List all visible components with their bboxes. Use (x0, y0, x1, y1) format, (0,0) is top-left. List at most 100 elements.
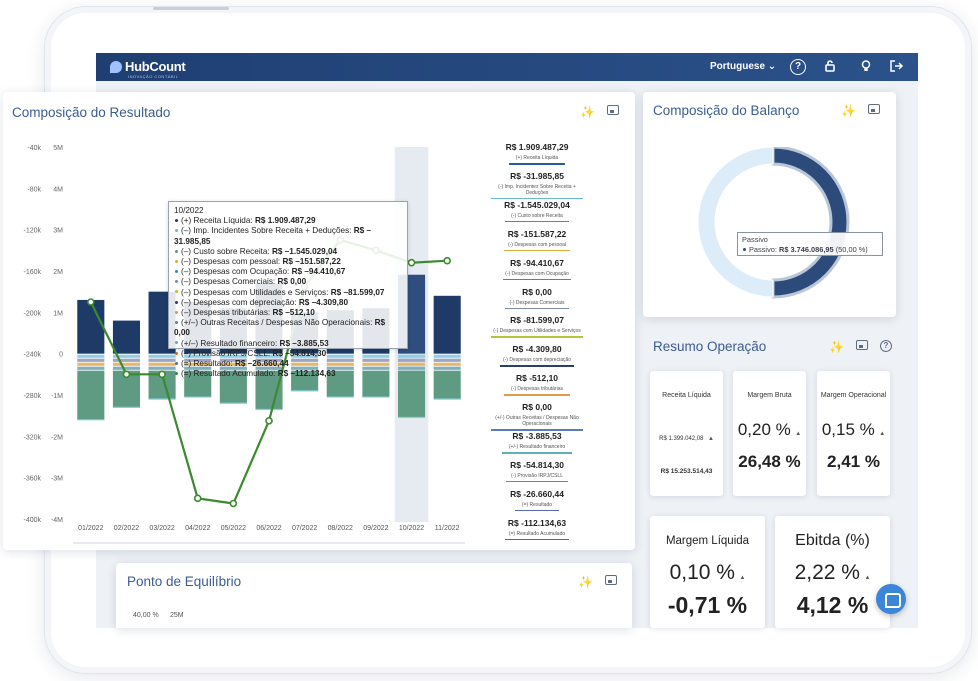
help-icon[interactable]: ? (879, 340, 892, 352)
donut-slice-ativo[interactable] (697, 147, 774, 298)
legend-item[interactable]: R$ 0,00 (+/-) Outras Receitas / Despesas … (491, 402, 583, 431)
y-left-tick: -200k (23, 310, 41, 317)
bullet-icon (175, 270, 178, 274)
sparkle-chart-icon[interactable]: ✨ (578, 575, 593, 589)
bar-band (112, 358, 140, 362)
tooltip-header: 10/2022 (174, 206, 204, 215)
legend-item[interactable]: R$ -151.587,22 (-) Despesas com pessoal (491, 229, 583, 252)
image-icon[interactable] (855, 340, 868, 350)
kpi-margem-liquida[interactable]: Margem Líquida 0,10 % ▲ -0,71 % (650, 516, 765, 628)
tooltip-label: (–) Despesas com depreciação: (181, 297, 299, 307)
x-tick-label: 01/2022 (78, 525, 103, 532)
bar-custo[interactable] (219, 370, 247, 404)
chat-support-button[interactable] (876, 584, 906, 614)
legend-item[interactable]: R$ 0,00 (-) Despesas Comerciais (491, 287, 583, 309)
line-point[interactable] (87, 298, 95, 306)
line-point[interactable] (443, 256, 451, 265)
tooltip-row: (–) Despesas tributárias: R$ –512,10 (174, 308, 402, 318)
kpi-bottom-value: R$ 15.253.514,43 (660, 468, 713, 475)
image-icon[interactable] (867, 104, 880, 114)
bar-custo[interactable] (433, 370, 461, 400)
bar-band (77, 358, 105, 362)
kpi-receita-liquida[interactable]: Receita Líquida R$ 1.399.042,08 ▲ R$ 15.… (650, 371, 723, 496)
bar-custo[interactable] (184, 370, 212, 398)
bar-receita[interactable] (112, 320, 140, 354)
bar-band (148, 362, 176, 366)
line-point[interactable] (158, 370, 166, 379)
bar-custo[interactable] (326, 370, 354, 398)
help-icon[interactable]: ? (790, 59, 806, 75)
legend-value: R$ -112.134,63 (507, 517, 567, 528)
legend-value: R$ 0,00 (522, 402, 552, 413)
balanco-tooltip: Passivo Passivo: R$ 3.746.086,95 (50,00 … (737, 232, 883, 256)
logout-icon[interactable] (888, 59, 904, 75)
legend-item[interactable]: R$ -54.814,30 (-) Provisão IRPJ/CSLL (491, 460, 583, 483)
legend-item[interactable]: R$ -94.410,67 (-) Despesas com Ocupação (491, 258, 583, 281)
bar-band (255, 358, 283, 362)
sparkle-chart-icon[interactable]: ✨ (829, 340, 844, 354)
legend-item[interactable]: R$ -112.134,63 (=) Resultado Acumulado (491, 518, 583, 541)
sparkle-chart-icon[interactable]: ✨ (580, 105, 595, 119)
line-point[interactable] (265, 417, 273, 425)
equilibrio-y-left-tick: 40,00 % (133, 612, 159, 619)
bullet-icon (175, 310, 178, 314)
legend-item[interactable]: R$ -3.885,53 (+/-) Resultado financeiro (491, 431, 583, 454)
bar-receita[interactable] (77, 299, 105, 354)
bar-custo[interactable] (291, 370, 319, 391)
legend-item[interactable]: R$ -1.545.029,04 (-) Custo sobre Receita (491, 200, 583, 223)
line-point[interactable] (193, 494, 202, 503)
lock-icon[interactable] (822, 59, 838, 75)
legend-item[interactable]: R$ 1.909.487,29 (+) Receita Líquida (491, 142, 583, 165)
x-tick-label: 09/2022 (363, 525, 388, 532)
legend-item[interactable]: R$ -4.309,80 (-) Despesas com depreciação (491, 344, 583, 367)
donut-slice-passivo[interactable] (771, 147, 850, 299)
line-point[interactable] (229, 499, 238, 508)
kpi-margem-operacional[interactable]: Margem Operacional 0,15 % ▲ 2,41 % (817, 371, 890, 496)
bar-receita[interactable] (433, 295, 461, 354)
line-point[interactable] (122, 370, 131, 379)
line-point[interactable] (407, 258, 416, 267)
bar-band (255, 366, 283, 370)
bar-band (326, 354, 354, 358)
sparkle-chart-icon[interactable]: ✨ (841, 104, 856, 118)
bar-custo[interactable] (362, 370, 390, 398)
kpi-margem-bruta[interactable]: Margem Bruta 0,20 % ▲ 26,48 % (733, 371, 806, 496)
bar-custo[interactable] (398, 370, 426, 418)
legend-item[interactable]: R$ -31.985,85 (-) Imp. Incidentes Sobre R… (491, 171, 583, 200)
kpi-bottom-value: -0,71 % (667, 592, 748, 618)
legend-value: R$ -26.660,44 (510, 488, 564, 499)
legend-label: (=) Resultado Acumulado (508, 530, 566, 537)
tooltip-value: R$ –112.134,63 (277, 369, 336, 379)
x-tick-label: 02/2022 (114, 525, 139, 532)
legend-item[interactable]: R$ -512,10 (-) Despesas tributárias (491, 373, 583, 396)
y-left-tick: -240k (23, 352, 41, 359)
bar-band (398, 366, 426, 370)
tooltip-row: (–) Imp. Incidentes Sobre Receita + Dedu… (174, 226, 402, 246)
equilibrio-title: Ponto de Equilíbrio (127, 574, 242, 589)
image-icon[interactable] (604, 575, 617, 585)
legend-item[interactable]: R$ -81.599,07 (-) Despesas com Utilidades… (491, 315, 583, 338)
balanco-donut (697, 147, 850, 299)
tooltip-row: (–) Despesas com Ocupação: R$ –94.410,67 (174, 267, 402, 277)
bar-band (77, 366, 105, 370)
legend-underline (514, 509, 560, 512)
y-left-tick: -320k (23, 434, 41, 441)
kpi-top-value: 0,10 % (669, 561, 735, 584)
bar-band (362, 366, 390, 370)
language-selector[interactable]: Portuguese ⌄ (710, 61, 776, 72)
bullet-icon (175, 219, 178, 223)
image-icon[interactable] (606, 105, 619, 115)
bullet-icon (175, 321, 178, 325)
chevron-down-icon: ⌄ (767, 61, 777, 72)
legend-item[interactable]: R$ -26.660,44 (=) Resultado (491, 489, 583, 512)
kpi-ebitda[interactable]: Ebitda (%) 2,22 % ▲ 4,12 % (775, 516, 890, 628)
bar-band (148, 354, 176, 358)
bar-custo[interactable] (77, 370, 105, 420)
y-right-tick: 2M (53, 269, 63, 276)
legend-underline (504, 249, 570, 252)
legend-value: R$ -31.985,85 (510, 170, 564, 181)
legend-underline (500, 365, 574, 367)
hubcount-logo[interactable]: HubCount (110, 59, 186, 74)
bullet-icon (175, 341, 178, 345)
lightbulb-icon[interactable] (858, 59, 874, 75)
